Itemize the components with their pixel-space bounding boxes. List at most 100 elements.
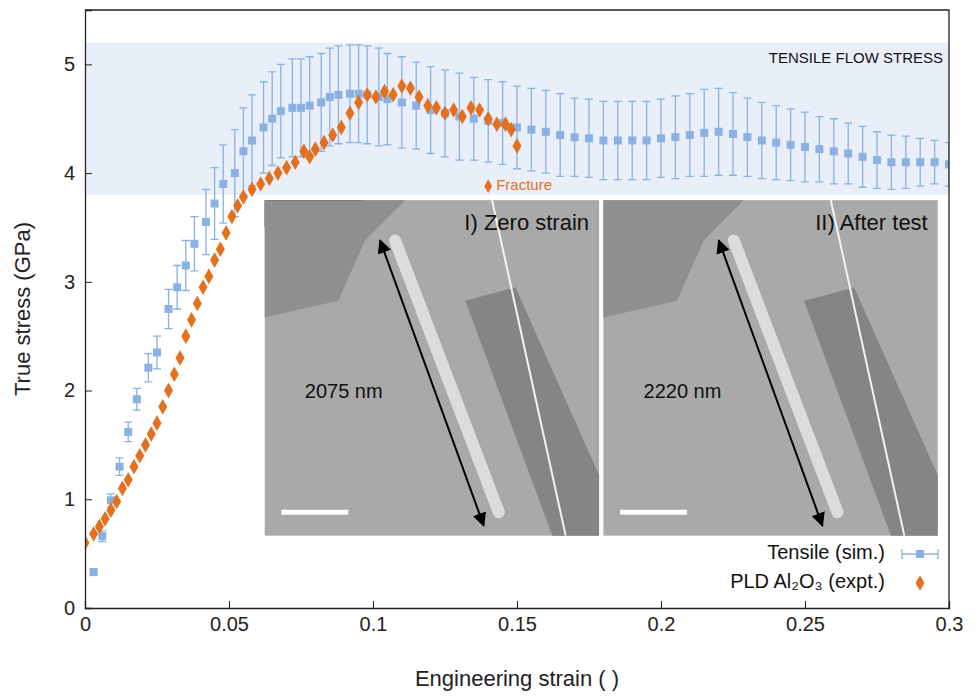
data-point [288, 104, 296, 112]
error-bar [542, 90, 550, 173]
data-point [887, 158, 895, 166]
x-axis: 00.050.10.150.20.250.3 [80, 601, 963, 635]
data-point [187, 312, 196, 328]
error-bar [844, 123, 852, 184]
error-bar [239, 108, 247, 195]
inset-gripper-edge [831, 200, 905, 535]
error-bar [484, 80, 492, 163]
data-point [700, 129, 708, 137]
data-point [371, 89, 380, 105]
tick-mark [85, 64, 92, 65]
error-bar [585, 99, 593, 177]
data-point [173, 283, 181, 291]
data-point [182, 262, 190, 270]
error-bar [277, 64, 285, 158]
error-bar [355, 45, 363, 143]
data-point [729, 130, 737, 138]
data-point [527, 126, 535, 134]
error-bar [772, 106, 780, 180]
data-point [440, 105, 449, 121]
data-point [291, 154, 300, 170]
data-point [512, 138, 521, 154]
x-axis-title: Engineering strain ( ) [415, 666, 619, 691]
error-bar [398, 57, 406, 148]
data-point [170, 366, 179, 382]
error-bar [268, 72, 276, 166]
error-bar [297, 59, 305, 157]
inset-scale-bar [620, 510, 687, 515]
y-axis: 012345 [64, 11, 92, 619]
data-point [657, 134, 665, 142]
annotation: Fracture [496, 176, 552, 193]
data-point [844, 150, 852, 158]
error-bar [211, 168, 219, 240]
data-point [202, 218, 210, 226]
error-bar [815, 117, 823, 182]
data-point [90, 568, 98, 576]
error-bar [190, 217, 198, 271]
legend-label: Tensile (sim.) [767, 541, 885, 563]
error-bar [628, 101, 636, 179]
data-point [260, 123, 268, 131]
data-point [181, 328, 190, 344]
legend-marker [915, 575, 924, 591]
data-point [124, 472, 133, 488]
data-point [256, 176, 265, 192]
error-bar [700, 89, 708, 176]
inset-background [265, 200, 599, 535]
data-point [326, 93, 334, 101]
legend-label: PLD Al₂O₃ (expt.) [730, 570, 885, 592]
error-bar [556, 94, 564, 177]
data-point [475, 102, 484, 118]
error-bar [527, 88, 535, 171]
error-bar [412, 62, 420, 149]
tick: 1 [64, 488, 92, 510]
inset-length-arrow [719, 240, 823, 525]
tick-label: 0.05 [210, 613, 249, 635]
data-point [859, 153, 867, 161]
error-bar [173, 266, 181, 309]
error-bar [787, 109, 795, 181]
tick-label: 5 [64, 53, 75, 75]
error-bar [306, 57, 314, 155]
data-point [628, 136, 636, 144]
series-1 [85, 78, 522, 550]
tick: 2 [64, 379, 92, 401]
tick: 0.05 [210, 601, 249, 635]
fracture-marker [484, 179, 492, 193]
inset-background [603, 200, 937, 535]
data-point [124, 428, 132, 436]
error-bar [571, 98, 579, 176]
data-point [346, 90, 354, 98]
tick-mark [85, 173, 92, 174]
data-point [204, 269, 213, 285]
data-point [277, 107, 285, 115]
data-point [248, 182, 257, 198]
inset-specimen-base [603, 200, 743, 317]
error-bar [743, 98, 751, 176]
inset-image: I) Zero strain2075 nm [265, 200, 599, 535]
data-point [334, 91, 342, 99]
data-point [787, 141, 795, 149]
tick-label: 0 [64, 597, 75, 619]
data-point [492, 116, 501, 132]
error-bar [657, 99, 665, 177]
error-bar [715, 88, 723, 175]
tick-mark [85, 282, 92, 283]
legend-marker [916, 550, 924, 558]
series-0 [90, 45, 949, 576]
tick-mark [85, 391, 92, 392]
data-point [470, 115, 478, 123]
data-point [190, 240, 198, 248]
axis-line [86, 11, 93, 609]
error-bar [363, 46, 371, 144]
error-bar [859, 126, 867, 187]
error-bar [144, 354, 152, 382]
data-point [466, 100, 475, 116]
axis-line [86, 601, 950, 609]
data-point [282, 160, 291, 176]
data-point [743, 133, 751, 141]
data-point [129, 459, 138, 475]
data-point [265, 171, 274, 187]
data-point [144, 364, 152, 372]
